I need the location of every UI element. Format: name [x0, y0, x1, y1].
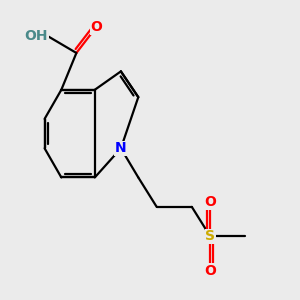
Text: N: N	[115, 141, 127, 155]
Text: O: O	[204, 195, 216, 209]
Text: OH: OH	[24, 29, 48, 43]
Text: O: O	[91, 20, 102, 34]
Text: S: S	[205, 229, 215, 243]
Text: O: O	[204, 264, 216, 278]
